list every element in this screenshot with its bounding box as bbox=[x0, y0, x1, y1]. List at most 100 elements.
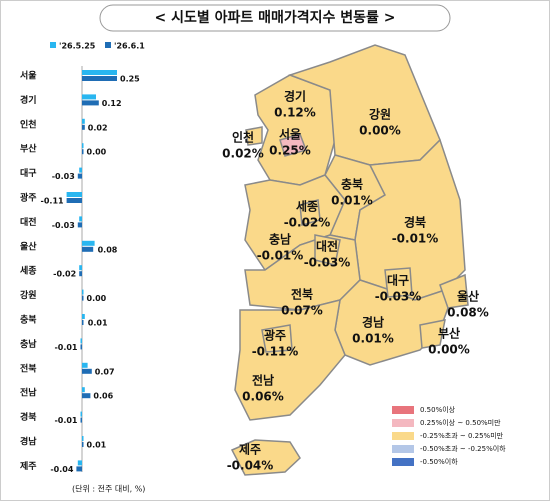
value-label: -0.03 bbox=[52, 172, 75, 181]
bar bbox=[82, 289, 84, 295]
bar bbox=[82, 94, 96, 100]
bar bbox=[82, 368, 92, 374]
category-label: 서울 bbox=[20, 70, 37, 82]
region-name: 울산 bbox=[457, 289, 479, 304]
legend-label: -0.25%초과 ~ 0.25%미만 bbox=[420, 431, 504, 440]
category-label: 경남 bbox=[20, 436, 37, 448]
category-label: 울산 bbox=[20, 240, 37, 252]
bar bbox=[82, 436, 84, 441]
region-value: -0.01% bbox=[392, 232, 439, 246]
value-label: 0.00 bbox=[87, 148, 107, 157]
value-label: 0.25 bbox=[120, 75, 140, 84]
legend-label: 0.25%이상 ~ 0.50%미만 bbox=[420, 418, 501, 427]
region-value: 0.08% bbox=[447, 306, 489, 320]
value-label: 0.02 bbox=[88, 123, 108, 132]
bar bbox=[82, 149, 84, 155]
map-region bbox=[314, 234, 341, 266]
category-label: 부산 bbox=[20, 143, 37, 155]
value-label: -0.01 bbox=[54, 343, 77, 352]
legend-label: -0.50%초과 ~ -0.25%이하 bbox=[420, 444, 506, 453]
region-name: 인천 bbox=[232, 130, 254, 145]
value-label: 0.12 bbox=[102, 99, 122, 108]
map-region bbox=[439, 273, 469, 309]
bar bbox=[79, 167, 82, 173]
category-label: 충북 bbox=[20, 314, 37, 326]
legend-swatch bbox=[392, 458, 414, 466]
legend-swatch bbox=[392, 419, 414, 427]
region-name: 서울 bbox=[279, 127, 301, 142]
region-value: 0.00% bbox=[359, 124, 401, 138]
region-value: -0.01% bbox=[257, 249, 304, 263]
region-name: 충북 bbox=[341, 177, 363, 192]
bar bbox=[82, 295, 84, 301]
bar bbox=[79, 265, 82, 271]
region-name: 대구 bbox=[387, 274, 409, 288]
value-label: 0.07 bbox=[95, 367, 115, 376]
region-value: -0.02% bbox=[284, 216, 331, 230]
value-label: -0.03 bbox=[52, 221, 75, 230]
map-region bbox=[384, 267, 413, 298]
bar bbox=[82, 387, 85, 393]
category-label: 세종 bbox=[20, 265, 37, 277]
region-value: 0.06% bbox=[242, 390, 284, 404]
map-region bbox=[261, 324, 293, 353]
bar bbox=[80, 344, 82, 350]
category-label: 인천 bbox=[20, 119, 37, 130]
legend-label: '26.6.1 bbox=[114, 42, 145, 51]
bar bbox=[82, 362, 88, 368]
value-label: -0.04 bbox=[50, 465, 73, 474]
region-value: 0.25% bbox=[269, 144, 311, 158]
legend-label: 0.50%이상 bbox=[420, 405, 456, 414]
value-label: -0.01 bbox=[54, 416, 77, 425]
value-label: -0.02 bbox=[53, 270, 76, 279]
legend-swatch bbox=[392, 445, 414, 453]
legend-label: '26.5.25 bbox=[59, 42, 96, 51]
value-label: 0.00 bbox=[87, 294, 107, 303]
legend-swatch bbox=[392, 406, 414, 414]
region-name: 세종 bbox=[296, 199, 318, 214]
bar bbox=[80, 411, 82, 417]
region-name: 제주 bbox=[239, 443, 261, 457]
bar bbox=[82, 314, 85, 319]
region-value: 0.12% bbox=[274, 106, 316, 120]
map-region bbox=[279, 133, 307, 157]
bar bbox=[82, 442, 84, 447]
value-label: 0.08 bbox=[98, 245, 118, 254]
category-label: 경북 bbox=[20, 411, 37, 423]
bar bbox=[80, 338, 82, 344]
region-name: 경남 bbox=[362, 315, 384, 330]
category-label: 강원 bbox=[20, 289, 37, 301]
category-label: 대구 bbox=[20, 167, 37, 179]
region-value: -0.03% bbox=[375, 290, 422, 304]
bar bbox=[66, 198, 82, 203]
bar bbox=[77, 222, 82, 228]
region-value: -0.03% bbox=[304, 256, 351, 270]
region-name: 경기 bbox=[284, 89, 306, 104]
bar bbox=[76, 466, 82, 472]
region-name: 전북 bbox=[291, 287, 313, 302]
region-name: 경북 bbox=[404, 216, 426, 230]
bar bbox=[77, 460, 82, 466]
bar bbox=[82, 240, 95, 246]
bar bbox=[82, 118, 85, 124]
region-value: 0.01% bbox=[331, 194, 373, 208]
region-name: 충남 bbox=[269, 232, 291, 247]
bar bbox=[82, 393, 91, 399]
region-name: 부산 bbox=[438, 326, 460, 341]
legend-swatch bbox=[50, 42, 56, 48]
bar bbox=[77, 173, 82, 179]
legend-swatch bbox=[392, 432, 414, 440]
region-name: 광주 bbox=[264, 328, 286, 343]
value-label: 0.01 bbox=[88, 319, 108, 328]
bar bbox=[82, 76, 117, 81]
value-label: 0.06 bbox=[93, 392, 113, 401]
note: (단위 : 전주 대비, %) bbox=[72, 484, 145, 494]
bar bbox=[82, 320, 84, 325]
region-value: 0.00% bbox=[428, 343, 470, 357]
bar bbox=[82, 100, 99, 106]
region-name: 대전 bbox=[316, 239, 338, 254]
value-label: -0.11 bbox=[41, 197, 64, 206]
region-value: 0.07% bbox=[281, 304, 323, 318]
bar bbox=[66, 192, 82, 197]
map-region bbox=[419, 319, 446, 349]
